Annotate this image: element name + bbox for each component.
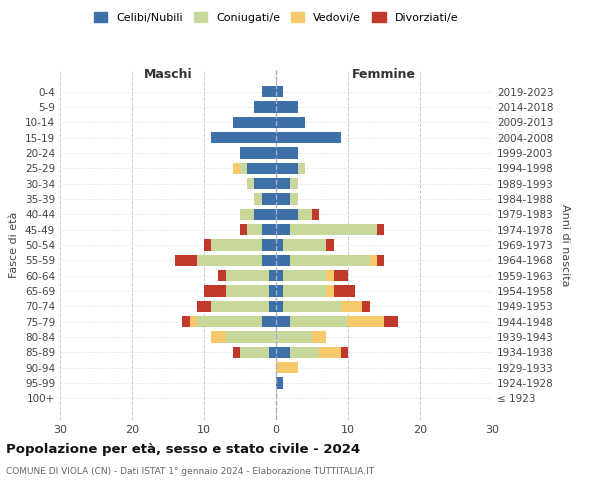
Bar	[211, 300, 269, 312]
Bar	[341, 346, 348, 358]
Bar	[190, 316, 197, 328]
Bar	[211, 132, 276, 143]
Bar	[247, 224, 262, 235]
Bar	[240, 224, 247, 235]
Bar	[211, 239, 262, 251]
Bar	[326, 286, 334, 297]
Y-axis label: Anni di nascita: Anni di nascita	[560, 204, 570, 286]
Bar	[276, 286, 283, 297]
Text: Maschi: Maschi	[143, 68, 193, 81]
Bar	[276, 147, 298, 158]
Bar	[254, 208, 276, 220]
Bar	[290, 254, 370, 266]
Bar	[290, 178, 298, 190]
Bar	[319, 346, 341, 358]
Bar	[211, 332, 226, 343]
Bar	[226, 286, 269, 297]
Bar	[283, 300, 341, 312]
Bar	[197, 316, 262, 328]
Bar	[312, 208, 319, 220]
Bar	[204, 239, 211, 251]
Y-axis label: Fasce di età: Fasce di età	[10, 212, 19, 278]
Bar	[276, 86, 283, 98]
Bar	[262, 193, 276, 204]
Bar	[276, 270, 283, 281]
Bar	[197, 254, 262, 266]
Bar	[276, 254, 290, 266]
Bar	[290, 224, 377, 235]
Bar	[290, 346, 319, 358]
Bar	[233, 346, 240, 358]
Bar	[276, 362, 298, 374]
Bar	[276, 332, 312, 343]
Bar	[254, 101, 276, 112]
Bar	[182, 316, 190, 328]
Bar	[262, 86, 276, 98]
Bar	[326, 270, 334, 281]
Bar	[377, 254, 384, 266]
Bar	[348, 316, 384, 328]
Bar	[334, 270, 348, 281]
Bar	[276, 239, 283, 251]
Bar	[276, 224, 290, 235]
Bar	[175, 254, 197, 266]
Bar	[290, 316, 348, 328]
Bar	[254, 193, 262, 204]
Bar	[298, 162, 305, 174]
Bar	[276, 101, 298, 112]
Bar	[226, 332, 276, 343]
Bar	[276, 346, 290, 358]
Bar	[240, 346, 269, 358]
Bar	[233, 162, 240, 174]
Bar	[262, 239, 276, 251]
Bar	[262, 254, 276, 266]
Bar	[276, 116, 305, 128]
Bar	[240, 208, 254, 220]
Bar	[341, 300, 362, 312]
Text: Popolazione per età, sesso e stato civile - 2024: Popolazione per età, sesso e stato civil…	[6, 442, 360, 456]
Bar	[276, 378, 283, 389]
Bar	[240, 147, 276, 158]
Bar	[290, 193, 298, 204]
Bar	[283, 270, 326, 281]
Bar	[370, 254, 377, 266]
Bar	[262, 224, 276, 235]
Bar	[326, 239, 334, 251]
Bar	[254, 178, 276, 190]
Bar	[226, 270, 269, 281]
Bar	[384, 316, 398, 328]
Bar	[197, 300, 211, 312]
Bar	[218, 270, 226, 281]
Bar	[298, 208, 312, 220]
Bar	[269, 346, 276, 358]
Bar	[334, 286, 355, 297]
Bar	[276, 316, 290, 328]
Bar	[377, 224, 384, 235]
Bar	[283, 239, 326, 251]
Bar	[247, 162, 276, 174]
Text: COMUNE DI VIOLA (CN) - Dati ISTAT 1° gennaio 2024 - Elaborazione TUTTITALIA.IT: COMUNE DI VIOLA (CN) - Dati ISTAT 1° gen…	[6, 468, 374, 476]
Bar	[269, 300, 276, 312]
Bar	[276, 300, 283, 312]
Bar	[233, 116, 276, 128]
Bar	[262, 316, 276, 328]
Bar	[269, 270, 276, 281]
Text: Femmine: Femmine	[352, 68, 416, 81]
Bar	[276, 162, 298, 174]
Bar	[269, 286, 276, 297]
Bar	[240, 162, 247, 174]
Bar	[362, 300, 370, 312]
Bar	[247, 178, 254, 190]
Bar	[276, 208, 298, 220]
Legend: Celibi/Nubili, Coniugati/e, Vedovi/e, Divorziati/e: Celibi/Nubili, Coniugati/e, Vedovi/e, Di…	[89, 8, 463, 28]
Bar	[276, 178, 290, 190]
Bar	[276, 193, 290, 204]
Bar	[204, 286, 226, 297]
Bar	[276, 132, 341, 143]
Bar	[312, 332, 326, 343]
Bar	[283, 286, 326, 297]
